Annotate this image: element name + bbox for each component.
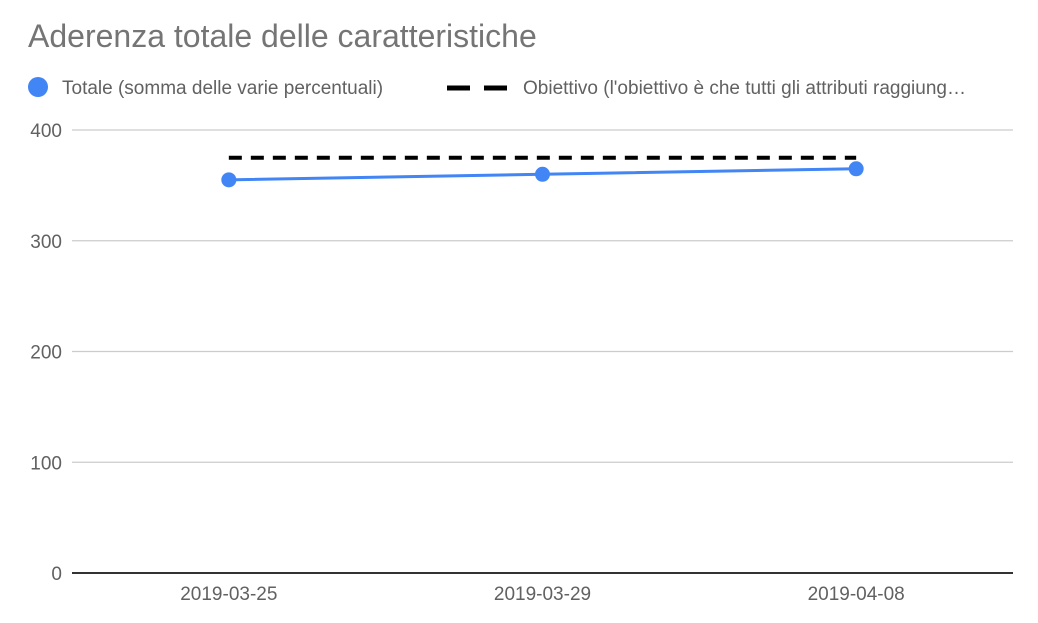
legend-marker-totale bbox=[28, 77, 48, 97]
x-tick-label: 2019-03-29 bbox=[494, 584, 591, 605]
data-point[interactable] bbox=[848, 161, 864, 177]
y-tick-label: 0 bbox=[51, 564, 62, 585]
x-tick-label: 2019-04-08 bbox=[808, 584, 905, 605]
data-point[interactable] bbox=[535, 166, 550, 182]
x-axis-ticks: 2019-03-25 2019-03-29 2019-04-08 bbox=[180, 584, 905, 605]
y-tick-label: 200 bbox=[30, 343, 62, 364]
legend-label-obiettivo: Obiettivo (l'obiettivo è che tutti gli a… bbox=[523, 78, 966, 99]
y-axis-ticks: 0 100 200 300 400 bbox=[30, 121, 62, 585]
y-tick-label: 300 bbox=[30, 232, 62, 253]
series-layer bbox=[221, 155, 864, 188]
y-tick-label: 100 bbox=[30, 453, 62, 474]
legend-label-totale: Totale (somma delle varie percentuali) bbox=[62, 78, 383, 99]
gridlines bbox=[72, 129, 1013, 463]
data-point[interactable] bbox=[221, 172, 237, 188]
legend: Totale (somma delle varie percentuali) O… bbox=[28, 77, 966, 99]
chart-title: Aderenza totale delle caratteristiche bbox=[28, 18, 537, 54]
y-tick-label: 400 bbox=[30, 121, 62, 142]
x-tick-label: 2019-03-25 bbox=[180, 584, 277, 605]
